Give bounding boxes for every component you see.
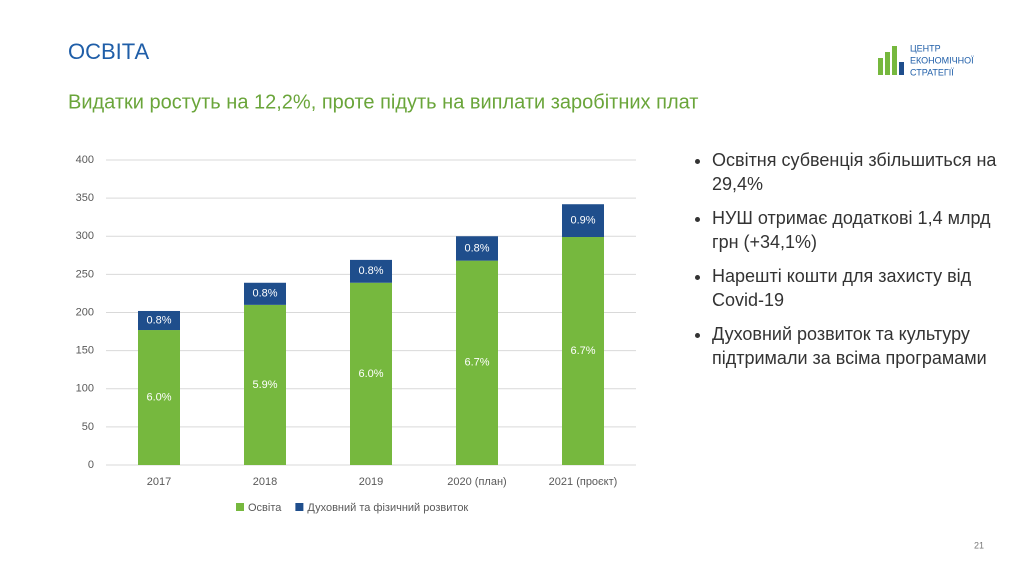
legend-label: Освіта (248, 502, 282, 514)
bar-segment (562, 237, 604, 465)
legend-swatch (295, 503, 304, 511)
value-label: 6.7% (464, 357, 489, 369)
value-label: 0.8% (358, 265, 383, 277)
value-label: 5.9% (252, 379, 277, 391)
value-label: 0.8% (146, 314, 171, 326)
legend-label: Духовний та фізичний розвиток (307, 502, 468, 514)
value-label: 0.9% (570, 215, 595, 227)
slide-subtitle: Видатки ростуть на 12,2%, проте підуть н… (68, 91, 698, 113)
logo-text: СТРАТЕГІЇ (910, 67, 954, 77)
x-tick-label: 2021 (проєкт) (549, 476, 618, 488)
bar-segment (138, 330, 180, 465)
bar-segment (244, 282, 286, 305)
y-tick-label: 300 (76, 230, 94, 242)
bar-segment (138, 310, 180, 331)
y-tick-label: 350 (76, 192, 94, 204)
y-tick-label: 50 (82, 421, 94, 433)
page-number: 21 (974, 540, 984, 550)
logo-text: ЕКОНОМІЧНОЇ (910, 55, 974, 65)
y-tick-label: 100 (76, 383, 94, 395)
logo-text: ЦЕНТР (910, 43, 941, 53)
bullet: Освітня субвенція збільшиться на 29,4% (712, 148, 1012, 196)
legend-swatch (236, 503, 244, 511)
bar-segment (562, 204, 604, 238)
y-tick-label: 200 (76, 306, 94, 318)
value-label: 0.8% (464, 242, 489, 254)
y-tick-label: 400 (76, 154, 94, 166)
slide-title: ОСВІТА (68, 39, 149, 64)
y-tick-label: 250 (76, 268, 94, 280)
bullet: Нарешті кошти для захисту від Covid-19 (712, 264, 1012, 312)
x-tick-label: 2020 (план) (447, 476, 506, 488)
bullet-list: Освітня субвенція збільшиться на 29,4% НУ… (688, 148, 1012, 380)
value-label: 6.0% (358, 368, 383, 380)
bar-segment (350, 282, 392, 465)
y-tick-label: 0 (88, 459, 94, 471)
bar-segment (244, 304, 286, 465)
logo-icon (878, 46, 904, 75)
x-tick-label: 2018 (253, 476, 277, 488)
bar-segment (456, 260, 498, 465)
bullet: Духовний розвиток та культуру підтримали… (712, 322, 1012, 370)
bar-segment (350, 259, 392, 283)
x-tick-label: 2017 (147, 476, 171, 488)
bar-segment (456, 236, 498, 261)
x-tick-label: 2019 (359, 476, 383, 488)
y-tick-label: 150 (76, 345, 94, 357)
value-label: 0.8% (252, 288, 277, 300)
value-label: 6.0% (146, 391, 171, 403)
bullet: НУШ отримає додаткові 1,4 млрд грн (+34,… (712, 206, 1012, 254)
value-label: 6.7% (570, 345, 595, 357)
